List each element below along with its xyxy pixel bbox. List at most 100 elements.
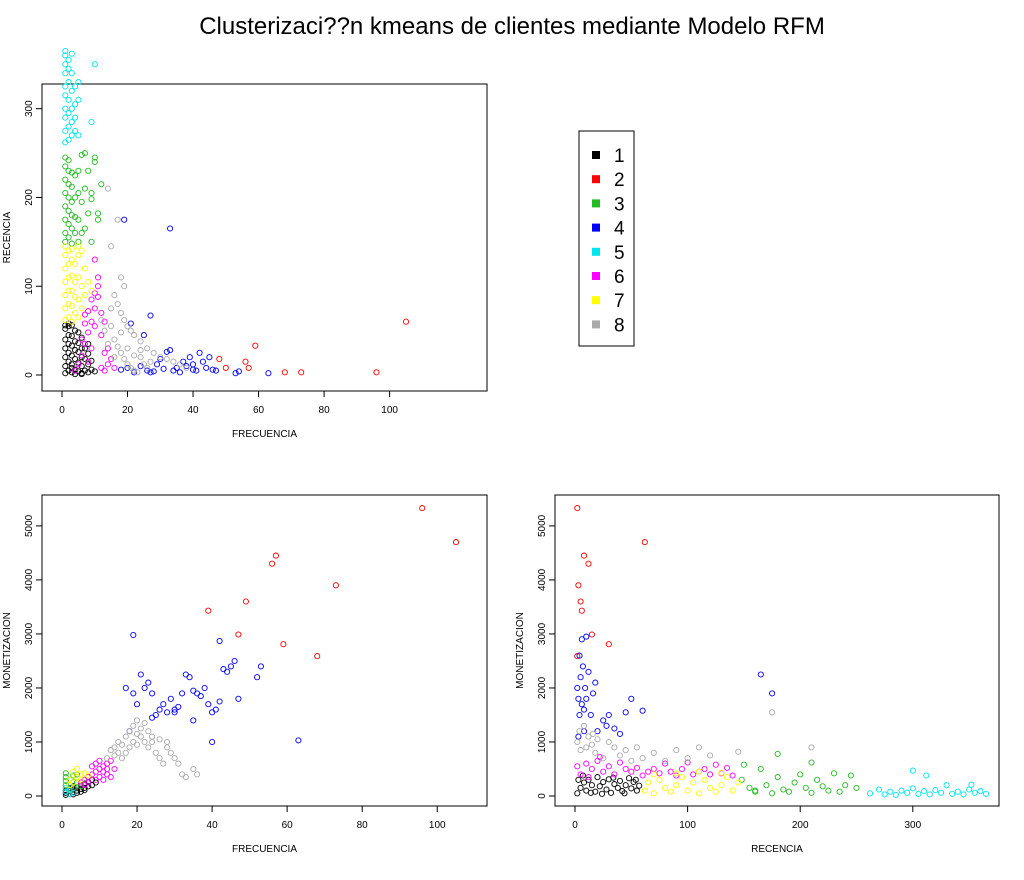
data-point [78,229,85,237]
legend-label: 3 [614,194,625,215]
y-tick-label: 4000 [24,568,35,591]
data-point [887,788,894,795]
y-axis-label: MONETIZACION [515,612,526,689]
data-point [68,352,75,359]
data-point [68,287,75,294]
series-8 [574,709,815,764]
data-point [145,679,152,686]
data-point [81,150,88,157]
data-point [78,305,85,312]
data-point [242,358,249,365]
data-point [209,366,216,373]
data-point [588,631,595,638]
data-point [130,722,137,729]
data-point [216,637,223,645]
scatter-recencia-monetizacion: 0 100 200 300010002000300040005000RECENCIAM… [515,494,1000,855]
data-point [77,783,84,790]
data-point [574,738,581,746]
data-point [78,151,85,158]
data-point [639,707,646,714]
data-point [62,127,69,134]
data-point [583,760,590,767]
data-point [65,340,72,347]
x-axis-label: RECENCIA [751,844,803,855]
data-point [81,265,88,272]
data-point [574,790,581,797]
data-point [205,607,212,614]
data-point [621,790,628,797]
y-tick-label: 3000 [537,622,548,645]
data-point [201,684,208,692]
x-axis-label: FRECUENCIA [232,429,297,440]
data-point [585,733,592,740]
data-point [94,274,102,281]
data-point [194,690,201,697]
data-point [62,238,69,245]
x-axis-label: FRECUENCIA [232,844,297,855]
data-point [298,369,305,376]
data-point [78,198,85,205]
data-point [592,749,599,756]
data-point [875,786,883,793]
data-point [605,641,612,648]
data-point [62,292,69,299]
data-point [72,114,79,121]
data-point [982,790,990,797]
data-point [216,355,223,363]
legend-label: 5 [614,243,625,264]
data-point [121,355,128,363]
data-point [923,772,930,779]
data-point [220,666,227,673]
series-7 [62,243,95,325]
data-point [222,364,229,371]
series-3 [738,750,860,797]
y-axis-label: MONETIZACION [2,612,13,689]
data-point [160,760,167,767]
data-point [193,367,200,374]
y-tick-label: 200 [24,189,35,206]
legend-swatch [592,320,600,329]
data-point [752,788,759,795]
data-point [78,334,85,341]
data-point [96,757,103,764]
data-point [92,760,99,767]
data-point [91,368,98,375]
data-point [769,709,776,716]
data-point [81,185,88,192]
data-point [147,369,154,376]
x-tick-label: 60 [282,820,294,831]
data-point [452,539,460,546]
data-point [224,668,231,675]
data-point [81,340,88,347]
data-point [583,633,590,640]
data-point [62,770,69,777]
series-2 [574,505,648,660]
y-tick-label: 300 [24,100,35,117]
data-point [62,52,69,59]
data-point [124,364,131,371]
x-tick-label: 100 [679,820,696,831]
data-point [111,752,118,759]
x-tick-label: 100 [429,820,446,831]
data-point [104,340,111,347]
data-point [164,744,171,751]
data-point [589,690,597,697]
data-point [808,759,815,766]
data-point [68,318,75,325]
data-point [575,776,582,783]
data-point [738,776,745,783]
data-point [85,358,92,365]
data-point [592,679,599,686]
data-point [75,314,82,321]
data-point [75,132,82,139]
data-point [819,783,826,790]
series-8 [98,185,190,376]
data-point [88,238,95,245]
data-point [622,709,629,716]
data-point [68,118,75,126]
data-point [611,725,618,732]
data-point [152,711,159,719]
data-point [578,636,585,643]
data-point [104,345,111,352]
legend-entry-5: 5 [592,243,625,264]
